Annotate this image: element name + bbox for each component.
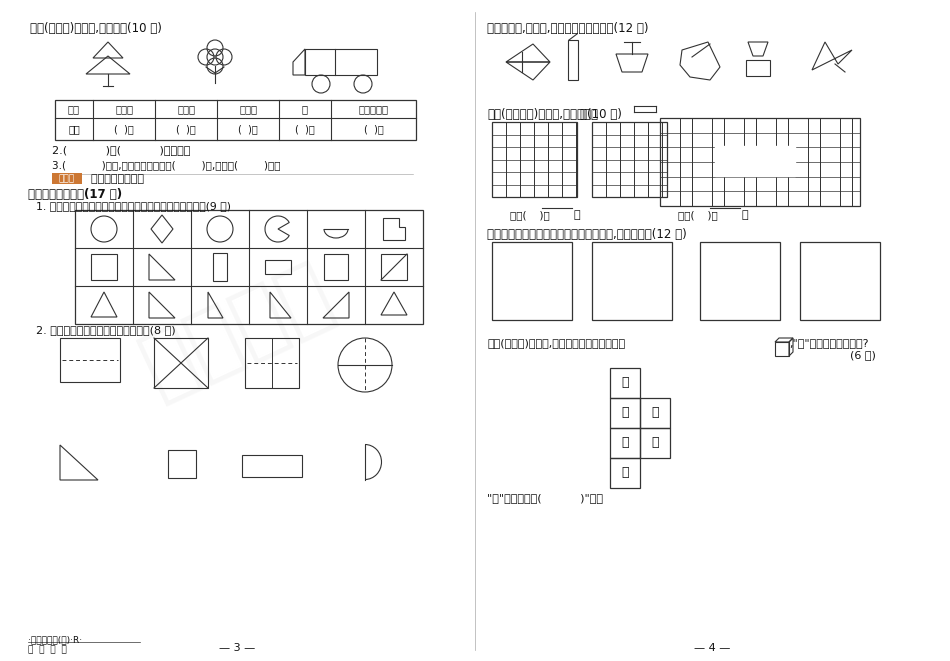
Text: 个数: 个数 — [68, 124, 80, 134]
Text: 正方形: 正方形 — [177, 104, 195, 114]
Bar — [55, 100, 416, 140]
Text: — 3 —: — 3 — — [218, 643, 256, 653]
Bar — [610, 368, 640, 398]
Bar — [381, 254, 407, 280]
Text: (  )个: ( )个 — [114, 124, 134, 134]
Text: ,"一"字的对面是什么字?: ,"一"字的对面是什么字? — [789, 338, 868, 348]
Bar — [154, 338, 208, 388]
Text: 七、(高频考题)数一数,缺了多少块: 七、(高频考题)数一数,缺了多少块 — [487, 108, 598, 121]
Bar — [610, 398, 640, 428]
Bar — [245, 338, 299, 388]
Bar — [660, 118, 860, 206]
Text: 。: 。 — [573, 210, 580, 220]
Text: 四、(易错题)数一数,填一填。(10 分): 四、(易错题)数一数,填一填。(10 分) — [30, 22, 162, 35]
Text: 研: 研 — [621, 467, 629, 479]
Text: 八、把一张正方形纸剪成大小相等的两块,请画一画。(12 分): 八、把一张正方形纸剪成大小相等的两块,请画一画。(12 分) — [487, 228, 687, 241]
Bar — [52, 173, 82, 184]
Text: 一线调研: 一线调研 — [129, 251, 345, 409]
Text: "一"字的对面是(           )"字。: "一"字的对面是( )"字。 — [487, 493, 603, 503]
Bar — [60, 338, 120, 382]
Text: (  )个: ( )个 — [364, 124, 384, 134]
Text: 一: 一 — [652, 407, 658, 420]
Text: 三角形: 三角形 — [239, 104, 257, 114]
Text: 缺了(    )块: 缺了( )块 — [678, 210, 718, 220]
Text: 图形: 图形 — [68, 104, 80, 114]
Text: 缺了(    )块: 缺了( )块 — [510, 210, 550, 220]
Text: (6 分): (6 分) — [850, 350, 876, 360]
Bar — [305, 49, 377, 75]
Bar — [715, 146, 795, 176]
Text: ·数学一年级(下)·R·: ·数学一年级(下)·R· — [28, 635, 82, 644]
Bar — [168, 450, 196, 478]
Text: 平行四边形: 平行四边形 — [358, 104, 389, 114]
Text: 平面图形的拼组。: 平面图形的拼组。 — [84, 174, 144, 184]
Text: 3.(           )最多,三角形比正方形多(        )个,比圆少(        )个。: 3.( )最多,三角形比正方形多( )个,比圆少( )个。 — [52, 160, 280, 170]
Text: 2.(           )和(           )一样多。: 2.( )和( )一样多。 — [52, 145, 190, 155]
Text: 线: 线 — [621, 436, 629, 449]
Text: 小: 小 — [621, 377, 629, 389]
Text: (  )个: ( )个 — [295, 124, 314, 134]
Text: 九、(易错题)折一折,用下面带字的纸板做一个: 九、(易错题)折一折,用下面带字的纸板做一个 — [487, 338, 625, 348]
Bar — [324, 254, 348, 280]
Bar — [610, 428, 640, 458]
Text: 考点二: 考点二 — [59, 174, 75, 183]
Text: (  )个: ( )个 — [176, 124, 196, 134]
Text: 五、按要求做题。(17 分): 五、按要求做题。(17 分) — [28, 188, 123, 201]
Text: 调: 调 — [652, 436, 658, 449]
Text: 六、拼一拼,想一想,拼出的图形像什么？(12 分): 六、拼一拼,想一想,拼出的图形像什么？(12 分) — [487, 22, 649, 35]
Bar — [75, 210, 423, 324]
Bar — [800, 242, 880, 320]
Bar — [610, 458, 640, 488]
Text: ？(10 分): ？(10 分) — [580, 108, 622, 121]
Bar — [213, 253, 227, 281]
Text: 2. 它们折出来是什么样子？连一连。(8 分): 2. 它们折出来是什么样子？连一连。(8 分) — [36, 325, 176, 335]
Text: 一  线  调  研: 一 线 调 研 — [28, 645, 67, 654]
Bar — [775, 342, 789, 356]
Text: 。: 。 — [741, 210, 748, 220]
Bar — [242, 455, 302, 477]
Text: 长方形: 长方形 — [115, 104, 133, 114]
Text: — 4 —: — 4 — — [694, 643, 731, 653]
Bar — [492, 242, 572, 320]
Bar — [568, 40, 578, 80]
Bar — [640, 428, 670, 458]
Bar — [592, 122, 667, 197]
Text: (  )个: ( )个 — [238, 124, 257, 134]
Bar — [640, 398, 670, 428]
Text: 1. 左边的图形是由右边的哪两个图形拼成的？请圈出来。(9 分): 1. 左边的图形是由右边的哪两个图形拼成的？请圈出来。(9 分) — [36, 201, 231, 211]
Bar — [700, 242, 780, 320]
Bar — [592, 242, 672, 320]
Bar — [492, 122, 577, 197]
Bar — [265, 260, 291, 274]
Text: 字: 字 — [621, 407, 629, 420]
Text: 圆: 圆 — [302, 104, 308, 114]
Bar — [91, 254, 117, 280]
